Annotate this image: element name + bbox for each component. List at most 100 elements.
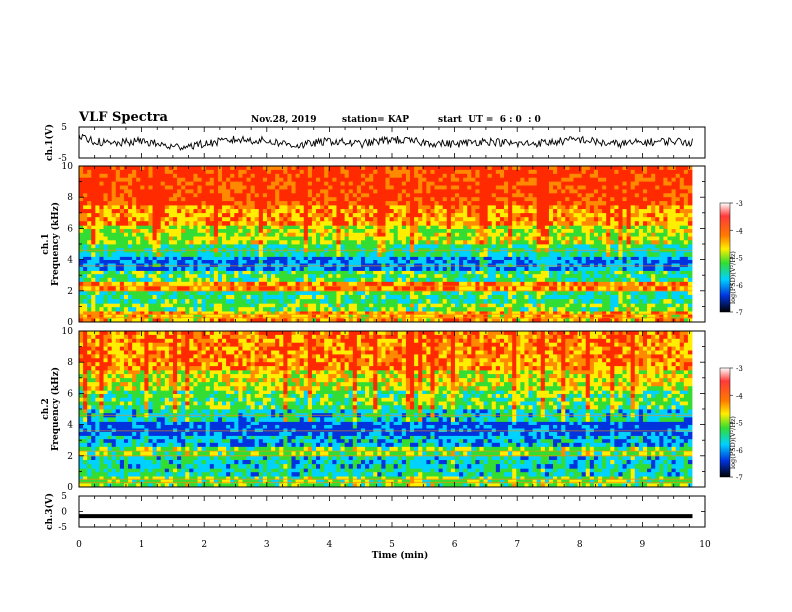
spectrogram-cell <box>328 185 333 190</box>
spectrogram-cell <box>389 252 395 257</box>
spectrogram-cell <box>246 252 252 257</box>
spectrogram-cell <box>410 185 415 190</box>
spectrogram-cell <box>119 166 125 171</box>
spectrogram-cell <box>271 259 276 264</box>
spectrogram-cell <box>91 189 96 194</box>
spectrogram-cell <box>177 240 182 245</box>
spectrogram-cell <box>385 314 390 319</box>
spectrogram-cell <box>230 205 235 210</box>
spectrogram-cell <box>397 201 403 206</box>
spectrogram-cell <box>479 314 484 319</box>
spectrogram-cell <box>483 197 489 202</box>
spectrogram-cell <box>581 259 587 264</box>
spectrogram-cell <box>258 290 264 296</box>
spectrogram-cell <box>471 197 476 202</box>
spectrogram-cell <box>283 267 288 271</box>
spectrogram-cell <box>348 256 354 261</box>
spectrogram-cell <box>115 197 121 202</box>
spectrogram-cell <box>316 201 321 206</box>
spectrogram-cell <box>524 225 529 230</box>
spectrogram-cell <box>483 290 489 296</box>
spectrogram-cell <box>246 177 252 182</box>
spectrogram-cell <box>553 311 558 316</box>
spectrogram-cell <box>422 236 427 241</box>
spectrogram-cell <box>405 217 411 222</box>
spectrogram-cell <box>442 181 448 186</box>
spectrogram-cell <box>438 303 444 308</box>
spectrogram-cell <box>524 244 529 249</box>
spectrogram-cell <box>336 267 341 271</box>
spectrogram-cell <box>266 314 272 319</box>
spectrogram-cell <box>209 299 215 304</box>
spectrogram-cell <box>548 274 554 279</box>
spectrogram-cell <box>107 225 113 230</box>
spectrogram-cell <box>373 244 378 249</box>
spectrogram-cell <box>230 181 235 186</box>
spectrogram-cell <box>344 189 350 194</box>
spectrogram-cell <box>352 225 358 230</box>
spectrogram-cell <box>246 270 252 275</box>
spectrogram-cell <box>504 229 509 234</box>
spectrogram-cell <box>254 221 260 226</box>
spectrogram-cell <box>123 240 129 245</box>
spectrogram-cell <box>87 307 92 312</box>
spectrogram-cell <box>336 290 341 296</box>
spectrogram-cell <box>422 166 427 171</box>
spectrogram-cell <box>307 290 313 296</box>
spectrogram-cell <box>128 197 133 202</box>
spectrogram-cell <box>393 314 399 319</box>
spectrogram-cell <box>532 299 538 304</box>
spectrogram-cell <box>405 252 411 257</box>
spectrogram-cell <box>348 274 354 279</box>
spectrogram-cell <box>295 270 301 275</box>
spectrogram-cell <box>246 311 252 316</box>
spectrogram-cell <box>156 197 162 202</box>
spectrogram-cell <box>283 169 288 175</box>
spectrogram-cell <box>91 270 96 275</box>
spectrogram-cell <box>238 311 243 316</box>
spectrogram-cell <box>83 311 88 316</box>
spectrogram-cell <box>291 252 296 257</box>
spectrogram-cell <box>283 189 288 194</box>
spectrogram-cell <box>189 232 194 237</box>
spectrogram-cell <box>209 185 215 190</box>
spectrogram-cell <box>283 274 288 279</box>
spectrogram-cell <box>185 193 190 198</box>
spectrogram-cell <box>504 193 509 198</box>
spectrogram-cell <box>426 286 431 292</box>
spectrogram-cell <box>307 201 313 206</box>
spectrogram-cell <box>418 307 423 312</box>
spectrogram-cell <box>495 270 501 275</box>
spectrogram-cell <box>340 314 346 319</box>
spectrogram-cell <box>136 277 141 282</box>
spectrogram-cell <box>365 267 370 271</box>
spectrogram-cell <box>475 311 480 316</box>
spectrogram-cell <box>418 256 423 261</box>
spectrogram-cell <box>532 201 538 206</box>
spectrogram-cell <box>401 209 407 214</box>
spectrogram-cell <box>438 290 444 296</box>
spectrogram-cell <box>475 252 480 257</box>
spectrogram-cell <box>454 314 460 319</box>
spectrogram-cell <box>111 318 117 323</box>
spectrogram-cell <box>99 209 104 214</box>
spectrogram-cell <box>426 303 431 308</box>
spectrogram-cell <box>254 232 260 237</box>
spectrogram-cell <box>389 221 395 226</box>
spectrogram-cell <box>516 185 521 190</box>
spectrogram-cell <box>544 189 550 194</box>
spectrogram-cell <box>516 166 521 171</box>
spectrogram-cell <box>136 166 141 171</box>
spectrogram-cell <box>234 252 239 257</box>
spectrogram-cell <box>209 201 215 206</box>
spectrogram-cell <box>205 290 211 296</box>
spectrogram-cell <box>107 294 113 300</box>
spectrogram-cell <box>430 244 435 249</box>
spectrogram-cell <box>454 281 460 287</box>
spectrogram-cell <box>348 213 354 218</box>
spectrogram-cell <box>123 181 129 186</box>
spectrogram-cell <box>536 229 542 234</box>
spectrogram-cell <box>495 221 501 226</box>
spectrogram-cell <box>459 221 464 226</box>
spectrogram-cell <box>87 277 92 282</box>
